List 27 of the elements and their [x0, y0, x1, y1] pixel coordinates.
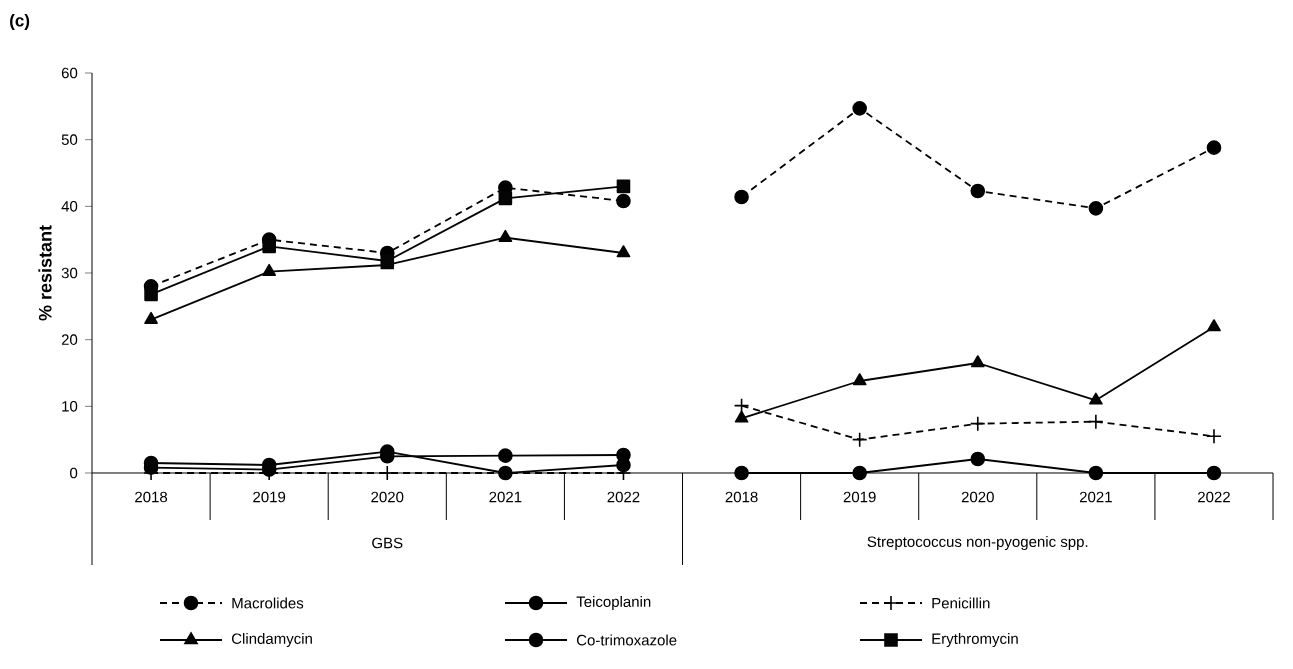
x-tick-label: 2021: [489, 491, 522, 503]
y-tick-label: 0: [70, 467, 78, 479]
x-tick-label: 2018: [135, 491, 168, 503]
y-tick-label: 50: [61, 134, 78, 145]
x-tick-label: 2019: [253, 491, 286, 503]
legend-label: Teicoplanin: [576, 596, 651, 610]
y-axis-title: % resistant: [38, 225, 52, 321]
legend-label: Penicillin: [932, 597, 990, 609]
x-tick-label: 2019: [843, 491, 876, 503]
text: Streptococcus non-pyogenic spp.: [867, 536, 1088, 550]
x-tick-label: 2020: [961, 491, 994, 503]
y-tick-label: 40: [61, 201, 78, 212]
chart-title: (c): [10, 14, 30, 30]
x-tick-label: 2020: [371, 491, 404, 503]
x-tick-label: 2018: [725, 491, 758, 503]
legend-label: Clindamycin: [231, 633, 312, 647]
legend-label: Co-trimoxazole: [576, 634, 677, 646]
x-tick-label: 2021: [1079, 491, 1112, 503]
legend-label: Erythromycin: [932, 633, 1018, 647]
y-tick-label: 20: [61, 334, 78, 345]
x-tick-label: 2022: [607, 491, 640, 503]
legend-label: Macrolides: [232, 597, 304, 609]
x-tick-label: 2022: [1198, 491, 1230, 503]
text: GBS: [372, 537, 403, 549]
y-tick-label: 30: [61, 267, 78, 279]
y-tick-label: 60: [61, 67, 78, 79]
y-tick-label: 10: [62, 401, 78, 412]
